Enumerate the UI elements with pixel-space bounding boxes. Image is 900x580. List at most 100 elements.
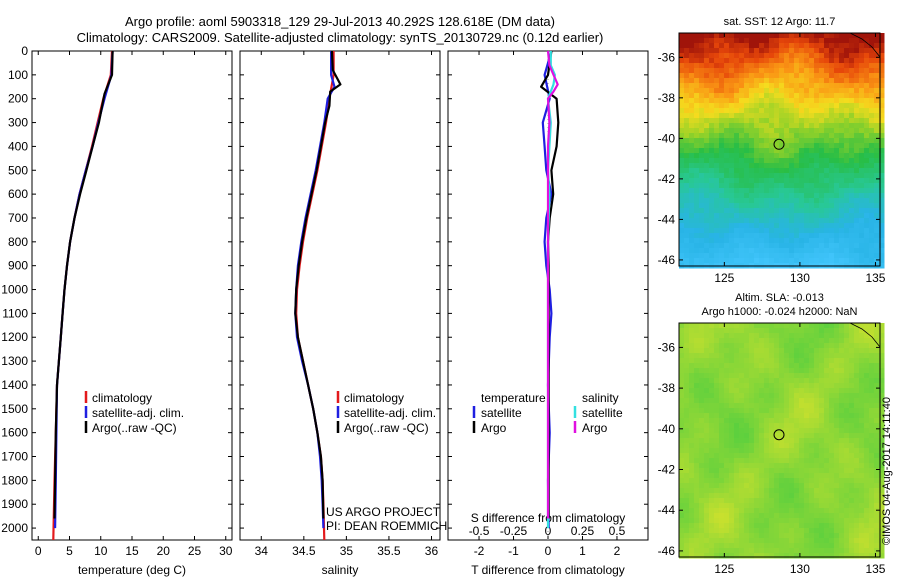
map-cell [834,328,840,334]
map-cell [759,513,765,519]
map-cell [784,338,790,344]
map-cell [734,113,740,119]
map-cell [879,263,885,269]
map-cell [769,428,775,434]
map-cell [759,338,765,344]
map-cell [694,463,700,469]
map-cell [724,433,730,439]
map-cell [784,373,790,379]
map-cell [829,33,835,39]
map-cell [764,458,770,464]
map-cell [799,213,805,219]
map-cell [769,43,775,49]
map-cell [804,248,810,254]
map-cell [864,433,870,439]
map-cell [699,433,705,439]
map-cell [709,463,715,469]
profile-panels: 0100200300400500600700800900100011001200… [1,16,886,577]
map-cell [689,363,695,369]
map-cell [774,363,780,369]
map-cell [844,453,850,459]
map-cell [734,53,740,59]
map-cell [694,443,700,449]
map-cell [809,203,815,209]
map-cell [739,533,745,539]
map-cell [814,473,820,479]
map-cell [769,193,775,199]
map-cell [789,243,795,249]
map-cell [749,488,755,494]
map-cell [714,63,720,69]
map-cell [714,168,720,174]
map-cell [694,388,700,394]
map-cell [754,408,760,414]
map-cell [694,448,700,454]
map-cell [734,403,740,409]
map-cell [694,528,700,534]
map-cell [829,488,835,494]
map-cell [814,438,820,444]
map-cell [849,88,855,94]
map-cell [779,443,785,449]
map-cell [719,208,725,214]
map-cell [714,513,720,519]
map-cell [764,413,770,419]
map-cell [759,363,765,369]
map-cell [699,408,705,414]
map-cell [744,543,750,549]
map-cell [804,448,810,454]
map-cell [699,393,705,399]
map-cell [864,363,870,369]
map-cell [799,483,805,489]
map-cell [809,173,815,179]
map-cell [819,113,825,119]
map-cell [809,448,815,454]
map-cell [694,378,700,384]
map-cell [719,508,725,514]
map-cell [679,448,685,454]
map-cell [694,428,700,434]
map-cell [764,448,770,454]
map-cell [694,398,700,404]
map-cell [684,423,690,429]
map-cell [749,163,755,169]
map-cell [734,133,740,139]
map-cell [689,333,695,339]
map-cell [699,83,705,89]
map-cell [864,188,870,194]
map-cell [769,383,775,389]
map-cell [774,258,780,264]
map-cell [809,478,815,484]
map-cell [814,108,820,114]
map-cell [694,408,700,414]
map-cell [839,448,845,454]
map-cell [804,48,810,54]
map-cell [859,448,865,454]
map-cell [799,218,805,224]
map-cell [744,103,750,109]
map-cell [764,88,770,94]
map-cell [844,33,850,39]
map-cell [694,193,700,199]
map-cell [804,338,810,344]
map-cell [854,488,860,494]
map-cell [694,358,700,364]
map-cell [804,368,810,374]
map-cell [734,83,740,89]
map-cell [824,433,830,439]
map-cell [679,518,685,524]
map-cell [784,388,790,394]
map-cell [779,258,785,264]
map-cell [684,403,690,409]
map-cell [789,108,795,114]
map-cell [814,193,820,199]
map-cell [874,353,880,359]
map-cell [879,328,885,334]
map-cell [849,338,855,344]
map-cell [744,533,750,539]
map-cell [779,528,785,534]
map-cell [729,468,735,474]
map-cell [849,463,855,469]
map-cell [754,508,760,514]
map-cell [849,443,855,449]
